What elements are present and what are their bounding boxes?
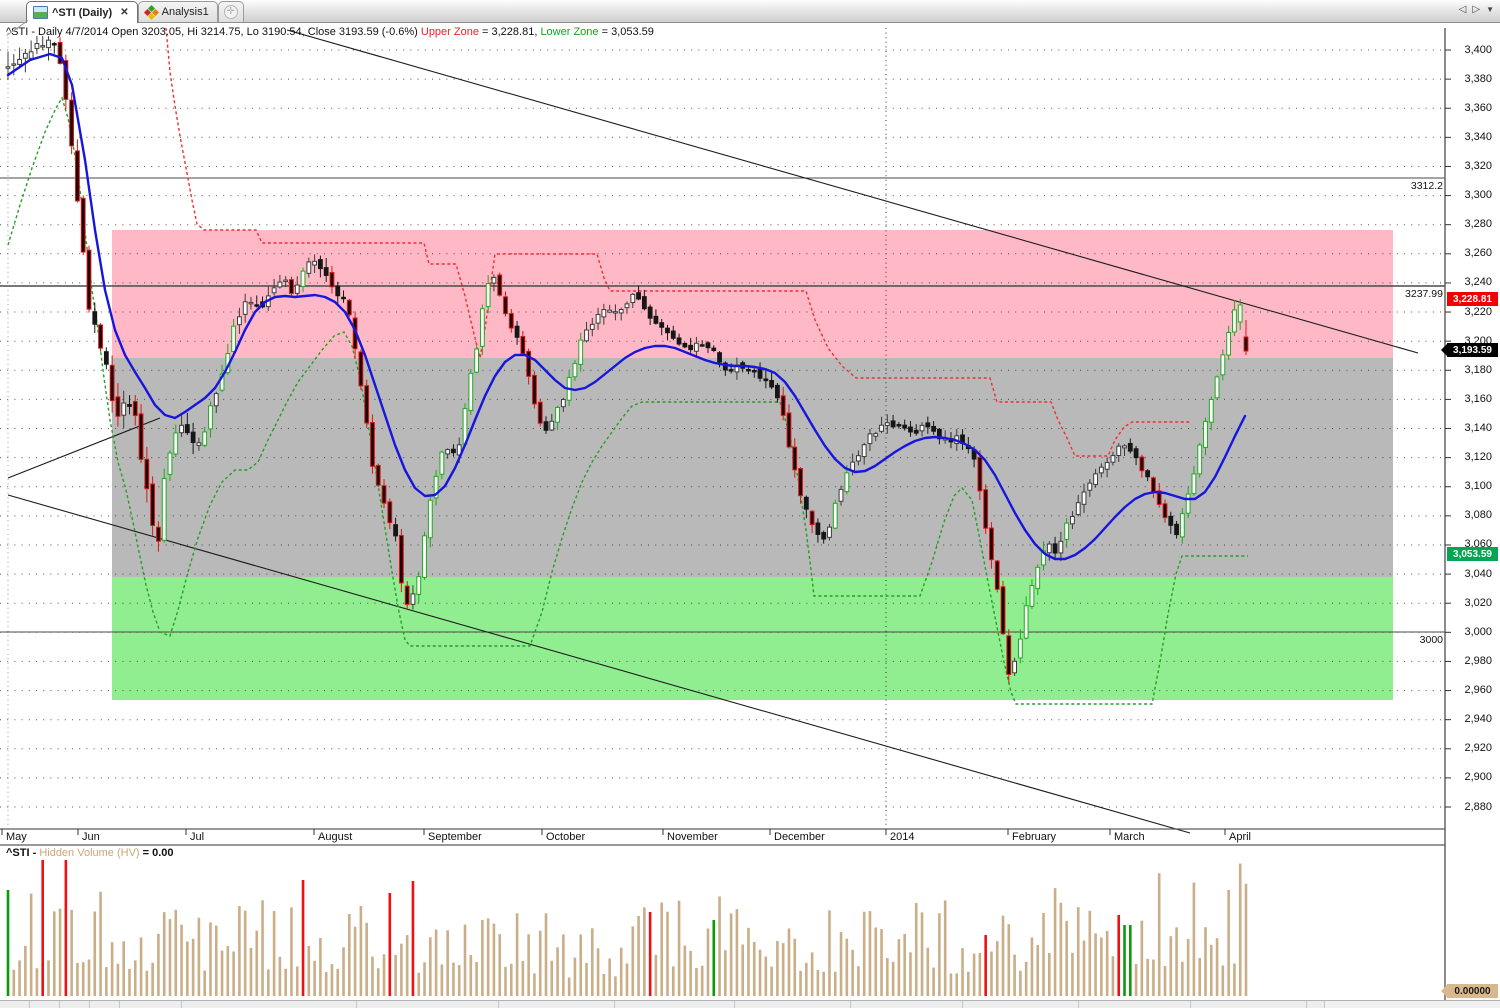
price-axis-tick: 3,220 <box>1464 305 1492 318</box>
month-label: October <box>546 831 586 843</box>
timeline-cell[interactable] <box>30 1001 60 1008</box>
price-axis-tick: 2,980 <box>1464 654 1492 667</box>
analysis-tab-icon <box>143 4 159 20</box>
tab-analysis-label: Analysis1 <box>161 6 209 18</box>
price-axis-tick: 3,140 <box>1464 422 1492 434</box>
upper-pink-zone <box>112 230 1393 358</box>
tab-list-icon[interactable]: ▼ <box>1486 5 1494 14</box>
price-axis-tick: 3,080 <box>1464 509 1492 522</box>
timeline-cell[interactable] <box>615 1001 735 1008</box>
price-axis-tick: 3,020 <box>1464 596 1492 609</box>
timeline-cell[interactable] <box>357 1001 499 1008</box>
lower-zone-label: Lower Zone <box>540 26 599 38</box>
price-axis-tick: 3,100 <box>1464 480 1492 493</box>
price-axis-tick: 3,160 <box>1464 392 1492 405</box>
price-axis-tick: 2,880 <box>1464 800 1492 813</box>
chart-tab-icon <box>33 6 48 19</box>
month-label: March <box>1114 831 1145 843</box>
new-tab-icon: ✛ <box>223 5 238 19</box>
lower-zone-price-badge: 3,053.59 <box>1447 547 1498 561</box>
price-axis-tick: 3,380 <box>1464 72 1492 85</box>
timeline-cell[interactable] <box>499 1001 615 1008</box>
volume-bars <box>6 860 1248 996</box>
price-axis-tick: 3,120 <box>1464 451 1492 464</box>
tab-sti-label: ^STI (Daily) <box>52 6 113 19</box>
timeline-cell[interactable] <box>1307 1001 1325 1008</box>
tab-analysis1[interactable]: Analysis1 <box>137 1 218 22</box>
month-label: 2014 <box>890 831 915 843</box>
month-label: December <box>774 831 825 843</box>
quote-ohlc-text: ^STI - Daily 4/7/2014 Open 3203.05, Hi 3… <box>6 26 421 38</box>
tab-bar: ^STI (Daily) ✕ Analysis1 ✛ ◁ ▷ ▼ <box>0 0 1500 36</box>
price-axis-tick: 3,180 <box>1464 363 1492 376</box>
new-tab-button[interactable]: ✛ <box>217 1 244 22</box>
price-zones <box>112 230 1393 700</box>
quote-header: ^STI - Daily 4/7/2014 Open 3203.05, Hi 3… <box>6 26 654 38</box>
price-line-label: 3000 <box>1419 634 1443 646</box>
price-axis-tick: 2,960 <box>1464 684 1492 697</box>
volume-indicator-name: Hidden Volume (HV) <box>39 847 143 859</box>
moving-average-line <box>6 52 1247 561</box>
volume-symbol: ^STI - <box>6 847 40 859</box>
month-label: November <box>667 831 718 843</box>
price-axis-tick: 3,320 <box>1464 159 1492 172</box>
month-label: May <box>6 831 27 843</box>
last-price-badge: 3,193.59 <box>1441 343 1498 357</box>
volume-indicator-value: = 0.00 <box>142 847 174 859</box>
short-uptrend-line <box>7 417 161 479</box>
lower-green-zone <box>112 577 1393 700</box>
bottom-timeline-strip[interactable] <box>0 1000 1500 1008</box>
middle-gray-zone <box>112 358 1393 577</box>
volume-value-badge: 0.00000 <box>1441 984 1498 998</box>
month-label: Jul <box>190 831 205 843</box>
timeline-cell[interactable] <box>851 1001 963 1008</box>
timeline-cell[interactable] <box>120 1001 182 1008</box>
price-axis-tick: 3,040 <box>1464 567 1492 580</box>
price-axis-tick: 3,400 <box>1464 43 1492 56</box>
volume-panel-header: ^STI - Hidden Volume (HV) = 0.00 <box>6 847 174 859</box>
month-label: February <box>1012 831 1057 843</box>
timeline-cell[interactable] <box>1079 1001 1191 1008</box>
timeline-cell[interactable] <box>182 1001 357 1008</box>
trendlines <box>7 29 1419 834</box>
price-axis-tick: 3,000 <box>1464 625 1492 638</box>
price-axis-tick: 3,260 <box>1464 247 1492 260</box>
upper-zone-value: = 3,228.81, <box>478 26 541 38</box>
close-tab-icon[interactable]: ✕ <box>120 7 129 18</box>
timeline-cell[interactable] <box>1191 1001 1307 1008</box>
upper-zone-label: Upper Zone <box>420 26 479 38</box>
upper-downtrend-line <box>286 29 1419 354</box>
scroll-right-icon[interactable]: ▷ <box>1472 4 1481 15</box>
price-axis-tick: 3,280 <box>1464 218 1492 231</box>
tab-sti-daily[interactable]: ^STI (Daily) ✕ <box>26 1 138 23</box>
price-axis-tick: 2,920 <box>1464 742 1492 755</box>
price-axis-tick: 2,900 <box>1464 771 1492 784</box>
month-label: April <box>1229 831 1252 843</box>
timeline-cell[interactable] <box>90 1001 120 1008</box>
price-axis-tick: 3,300 <box>1464 189 1492 202</box>
timeline-cell[interactable] <box>963 1001 1079 1008</box>
scroll-left-icon[interactable]: ◁ <box>1458 4 1467 15</box>
price-line-label: 3312.2 <box>1410 180 1443 192</box>
price-axis-tick: 3,340 <box>1464 130 1492 143</box>
red-stop-line <box>165 27 1190 457</box>
horizontal-price-lines <box>0 177 1445 633</box>
timeline-cell[interactable] <box>0 1001 30 1008</box>
price-line-label: 3237.99 <box>1405 288 1443 300</box>
month-label: Jun <box>82 831 100 843</box>
timeline-cell[interactable] <box>60 1001 90 1008</box>
lower-downtrend-line <box>7 494 1191 834</box>
price-axis-tick: 2,940 <box>1464 713 1492 726</box>
timeline-cell[interactable] <box>735 1001 851 1008</box>
lower-zone-value: = 3,053.59 <box>598 26 654 38</box>
upper-zone-price-badge: 3,228.81 <box>1447 292 1498 306</box>
price-axis-tick: 3,240 <box>1464 276 1492 289</box>
month-label: September <box>428 831 482 843</box>
axes <box>0 28 1451 1000</box>
month-label: August <box>318 831 353 843</box>
price-axis-tick: 3,360 <box>1464 101 1492 114</box>
tab-nav-buttons: ◁ ▷ ▼ <box>1459 4 1494 15</box>
